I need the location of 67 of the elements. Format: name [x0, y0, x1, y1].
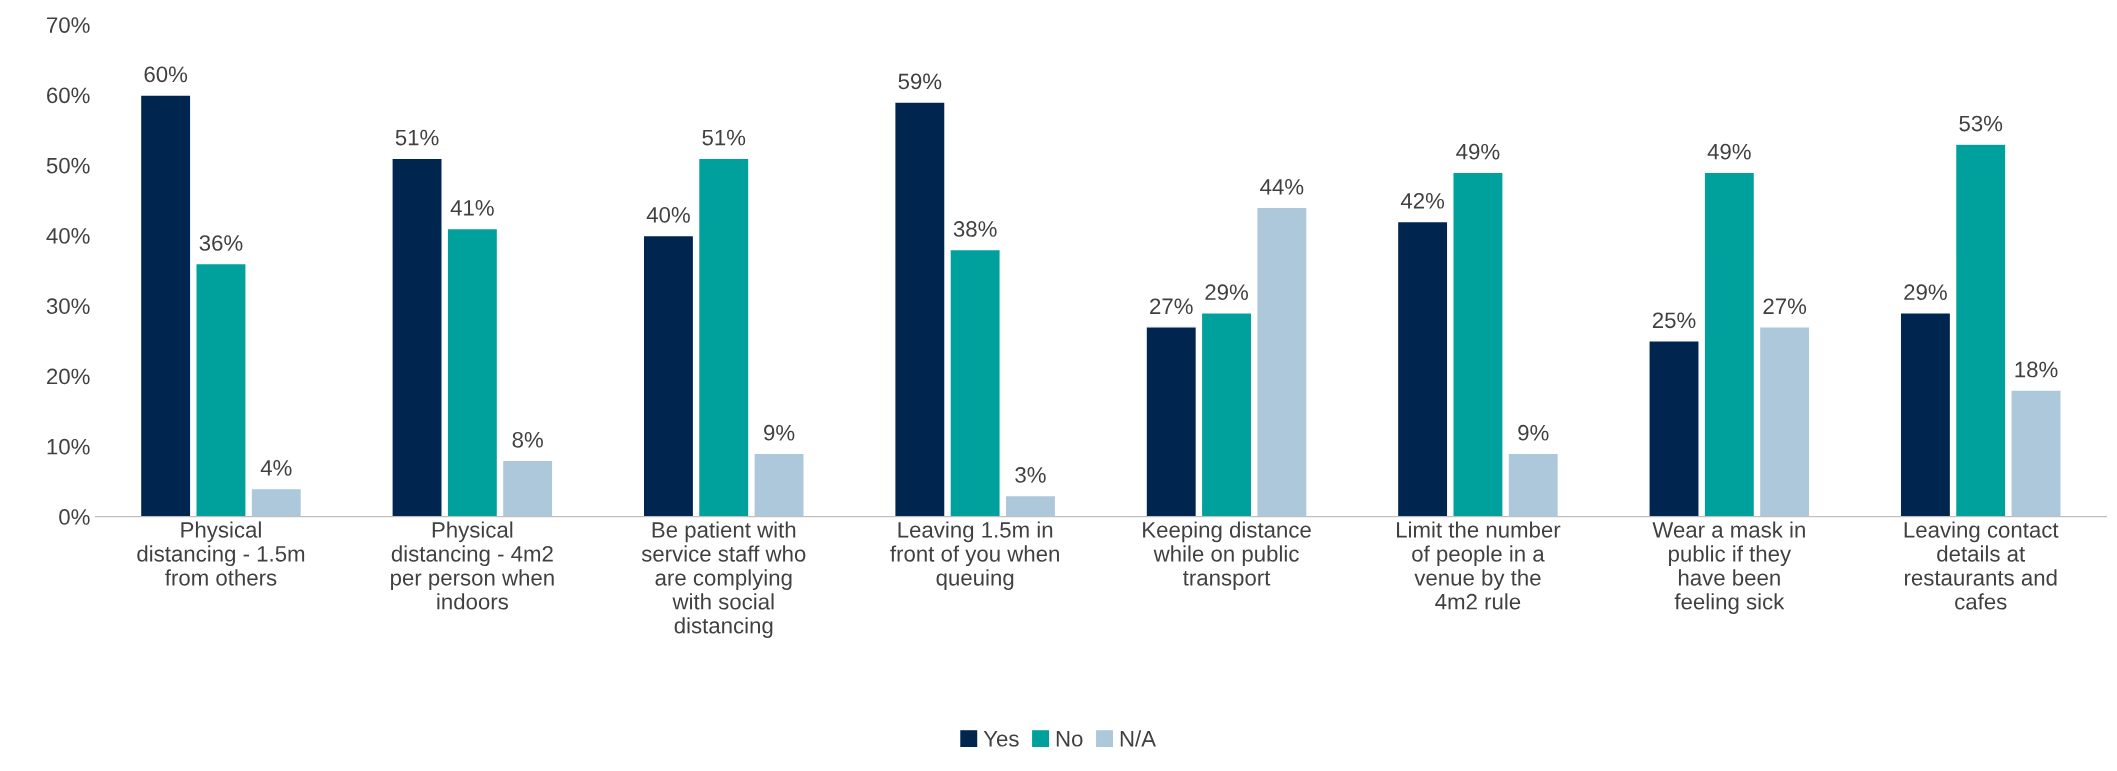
data-label: 9%: [764, 424, 795, 441]
data-label: 40%: [646, 207, 690, 223]
data-label: 27%: [1150, 298, 1193, 315]
y-tick-label: 40%: [46, 228, 90, 244]
bar: [949, 248, 1001, 517]
legend-label: No: [1056, 731, 1083, 747]
bar: [139, 94, 192, 517]
bar: [1256, 206, 1308, 517]
bar: [1703, 171, 1756, 517]
legend-label: N/A: [1120, 730, 1156, 747]
x-tick-label: Wear a mask in public if they have been feeling sick: [1652, 521, 1805, 614]
data-label: 53%: [1959, 115, 2003, 132]
data-label: 18%: [2015, 361, 2058, 378]
bar: [250, 487, 303, 517]
y-tick-label: 50%: [46, 157, 90, 174]
bar: [1396, 220, 1449, 517]
bar: [1145, 326, 1198, 517]
bar: [1758, 326, 1811, 517]
y-tick-label: 10%: [47, 438, 90, 455]
bar: [2010, 389, 2062, 517]
data-label: 3%: [1015, 467, 1046, 483]
x-tick-label: Be patient with service staff who are complying with social distancing: [641, 521, 806, 638]
data-label: 51%: [395, 129, 439, 146]
bar: [1899, 312, 1952, 517]
data-label: 49%: [1456, 143, 1500, 160]
x-tick-label: Leaving contact details at restaurants and cafes: [1904, 521, 2059, 610]
y-tick-label: 70%: [47, 17, 90, 33]
x-tick-label: Limit the number of people in a venue by the 4m2 rule: [1397, 521, 1561, 610]
data-label: 9%: [1518, 424, 1549, 441]
x-tick-label: Keeping distance while on public transport: [1143, 521, 1311, 591]
data-label: 44%: [1260, 179, 1304, 195]
x-tick-label: Physical distancing - 1.5m from others: [137, 521, 305, 586]
y-tick-label: 0%: [59, 509, 90, 525]
data-label: 8%: [512, 431, 543, 448]
bar: [1648, 340, 1700, 517]
bar: [391, 157, 443, 517]
bar: [446, 227, 499, 517]
data-label: 41%: [450, 200, 494, 216]
y-tick-label: 20%: [47, 368, 90, 385]
bar: [642, 234, 695, 517]
bar: [697, 157, 750, 517]
data-label: 4%: [260, 460, 292, 476]
bar: [1004, 494, 1057, 517]
bar: [753, 452, 805, 517]
data-label: 27%: [1763, 298, 1807, 315]
legend-label: Yes: [983, 731, 1019, 747]
y-tick-label: 30%: [46, 298, 90, 315]
x-tick-label: Physical distancing - 4m2 per person when indoors: [391, 521, 554, 610]
data-label: 29%: [1205, 284, 1248, 301]
data-label: 42%: [1400, 192, 1445, 209]
bar: [195, 262, 247, 517]
data-label: 59%: [898, 73, 942, 90]
bar: [1507, 452, 1560, 517]
bar: [1200, 312, 1253, 517]
data-label: 49%: [1707, 143, 1751, 160]
data-label: 29%: [1904, 284, 1947, 301]
data-label: 51%: [702, 129, 746, 146]
bar: [1452, 171, 1504, 517]
data-label: 36%: [199, 235, 243, 251]
x-tick-label: Leaving 1.5m in front of you when queuing: [890, 521, 1059, 591]
data-label: 25%: [1652, 312, 1696, 329]
bar: [1954, 143, 2007, 517]
y-tick-label: 60%: [47, 87, 90, 104]
bar: [894, 101, 946, 517]
data-label: 60%: [144, 66, 188, 83]
data-label: 38%: [953, 221, 997, 237]
bar: [501, 459, 554, 517]
